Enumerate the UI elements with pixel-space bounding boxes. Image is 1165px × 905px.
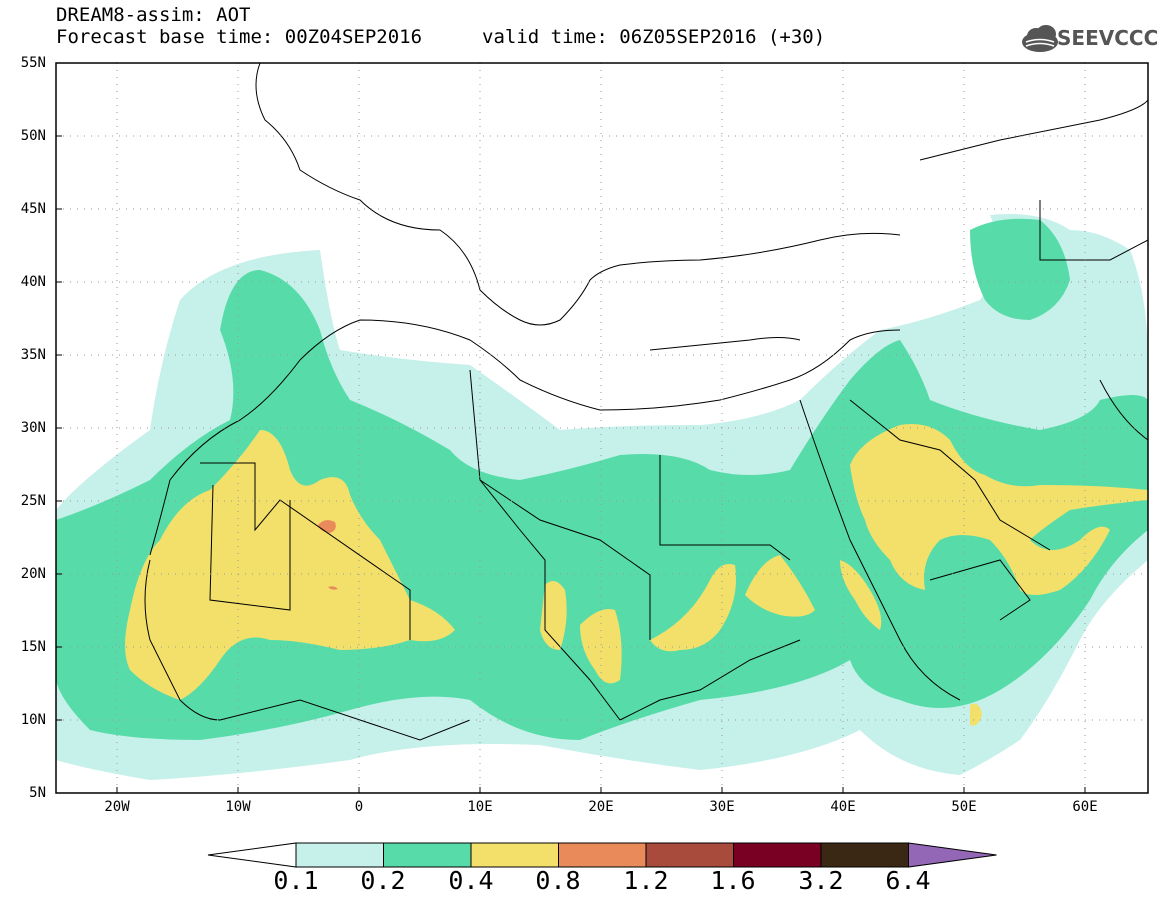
lat-label: 10N bbox=[20, 712, 46, 728]
colorbar-label: 6.4 bbox=[885, 866, 931, 895]
aot-contours bbox=[56, 63, 1148, 793]
lat-label: 50N bbox=[20, 128, 46, 144]
lon-label: 10W bbox=[225, 799, 251, 815]
logo-text: SEEVCCC bbox=[1057, 26, 1159, 50]
colorbar-label: 1.6 bbox=[710, 866, 756, 895]
valid-time-label: valid time: 06Z05SEP2016 (+30) bbox=[482, 26, 826, 48]
lat-label: 25N bbox=[20, 493, 46, 509]
aot-band-0.4-egypt bbox=[745, 555, 815, 617]
lon-label: 60E bbox=[1072, 799, 1098, 815]
lon-label: 50E bbox=[951, 799, 977, 815]
lat-label: 5N bbox=[29, 785, 46, 801]
colorbar-label: 0.8 bbox=[535, 866, 581, 895]
lon-label: 40E bbox=[830, 799, 856, 815]
lon-label: 20E bbox=[588, 799, 614, 815]
lat-label: 55N bbox=[20, 55, 46, 71]
cloud-icon bbox=[1022, 25, 1058, 52]
lat-label: 15N bbox=[20, 639, 46, 655]
base-time-label: Forecast base time: 00Z04SEP2016 bbox=[56, 26, 423, 48]
colorbar-label: 0.4 bbox=[448, 866, 494, 895]
axis-ticks bbox=[56, 62, 1086, 794]
colorbar-label: 0.1 bbox=[273, 866, 319, 895]
aot-band-0.4-red-sea bbox=[840, 560, 882, 630]
aot-band-0.4-arabia bbox=[850, 424, 1148, 595]
lon-label: 30E bbox=[709, 799, 735, 815]
colorbar-label: 0.2 bbox=[360, 866, 406, 895]
lat-label: 20N bbox=[20, 566, 46, 582]
aot-band-0.4-nile bbox=[650, 564, 736, 652]
map-title: DREAM8-assim: AOT bbox=[56, 4, 251, 26]
lat-label: 45N bbox=[20, 201, 46, 217]
aot-band-0.4-sudan bbox=[580, 609, 622, 684]
country-borders bbox=[144, 63, 1148, 741]
colorbar-label: 3.2 bbox=[798, 866, 844, 895]
lat-label: 35N bbox=[20, 347, 46, 363]
lon-label: 0 bbox=[354, 799, 364, 815]
grid-lines bbox=[56, 63, 1148, 793]
lat-label: 30N bbox=[20, 420, 46, 436]
aot-band-0.8-mali-dot bbox=[328, 586, 338, 590]
lon-label: 10E bbox=[467, 799, 493, 815]
aot-band-0.4-chad bbox=[540, 581, 567, 650]
colorbar-label: 1.2 bbox=[623, 866, 669, 895]
aot-band-0.2-caspian bbox=[970, 218, 1070, 320]
lat-label: 40N bbox=[20, 274, 46, 290]
lon-label: 20W bbox=[104, 799, 130, 815]
